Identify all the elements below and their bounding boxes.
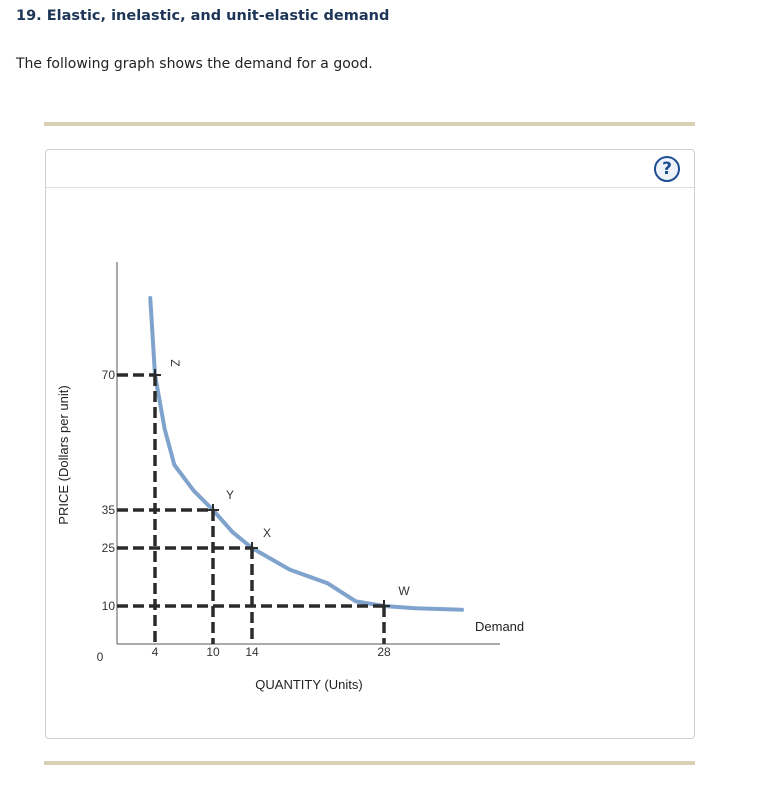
x-tick-28: 28 <box>377 645 391 659</box>
help-icon[interactable]: ? <box>654 156 680 182</box>
point-label-y: Y <box>226 488 234 502</box>
bottom-divider <box>44 761 695 765</box>
x-tick-14: 14 <box>245 645 259 659</box>
point-label-w: W <box>398 584 410 598</box>
question-title: 19. Elastic, inelastic, and unit-elastic… <box>16 8 390 24</box>
demand-legend-label: Demand <box>475 619 524 634</box>
point-label-x: X <box>263 526 271 540</box>
top-divider <box>44 122 695 126</box>
y-tick-10: 10 <box>102 599 116 613</box>
y-tick-35: 35 <box>102 503 116 517</box>
x-tick-10: 10 <box>206 645 220 659</box>
x-axis-title: QUANTITY (Units) <box>255 677 362 692</box>
panel-header: ? <box>46 150 694 188</box>
y-tick-25: 25 <box>102 541 116 555</box>
x-tick-4: 4 <box>152 645 159 659</box>
question-prompt: The following graph shows the demand for… <box>16 56 373 72</box>
point-label-z: Z <box>168 359 182 366</box>
demand-curve <box>148 296 464 612</box>
y-tick-70: 70 <box>102 368 116 382</box>
y-axis-title: PRICE (Dollars per unit) <box>56 385 71 524</box>
origin-label: 0 <box>97 650 104 664</box>
